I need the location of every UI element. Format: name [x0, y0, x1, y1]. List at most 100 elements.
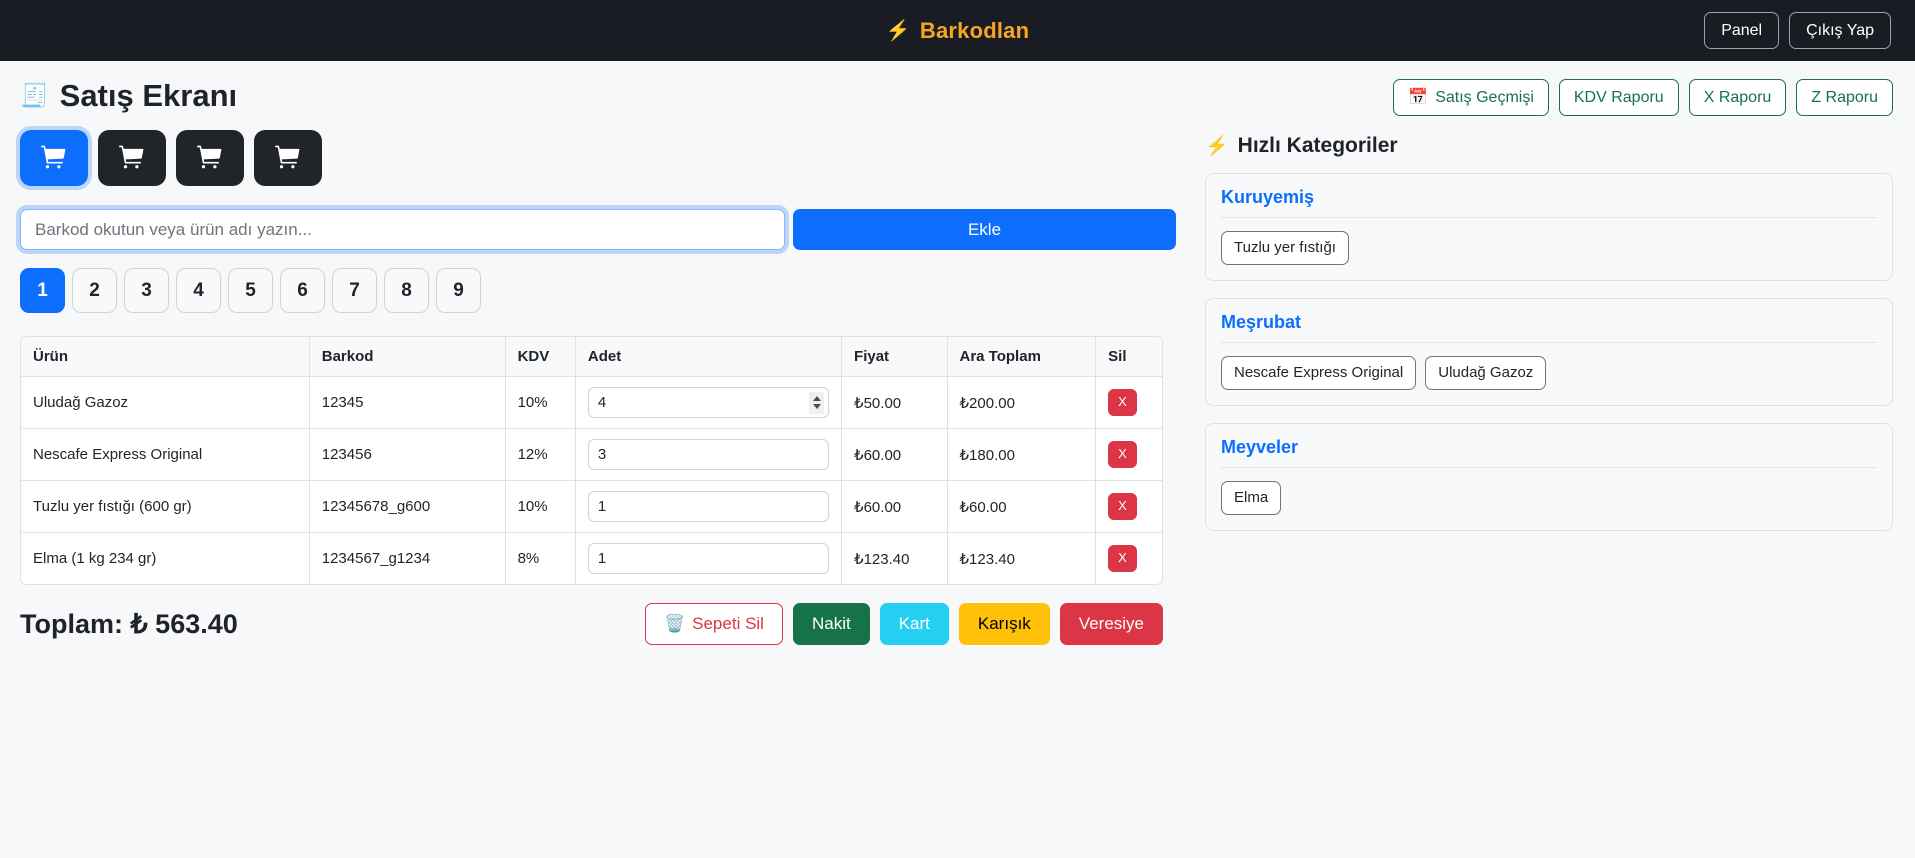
- delete-row-button[interactable]: X: [1108, 493, 1137, 520]
- logout-button[interactable]: Çıkış Yap: [1789, 11, 1891, 50]
- cart-table-container: Ürün Barkod KDV Adet Fiyat Ara Toplam Si…: [20, 336, 1163, 586]
- cash-payment-button[interactable]: Nakit: [792, 603, 870, 646]
- quantity-button-6[interactable]: 6: [280, 268, 325, 314]
- top-navbar: ⚡ Barkodlan Panel Çıkış Yap: [0, 0, 1915, 61]
- clear-cart-button[interactable]: 🗑️ Sepeti Sil: [644, 603, 783, 646]
- quantity-button-3[interactable]: 3: [124, 268, 169, 314]
- table-row: Elma (1 kg 234 gr) 1234567_g1234 8% ₺123…: [21, 532, 1162, 585]
- cell-urun: Elma (1 kg 234 gr): [21, 532, 310, 585]
- trash-icon: 🗑️: [663, 614, 686, 634]
- cell-sil: X: [1096, 533, 1162, 585]
- cart-tab-4[interactable]: [254, 130, 322, 187]
- cart-tab-2[interactable]: [98, 130, 166, 187]
- cart-tab-3[interactable]: [176, 130, 244, 187]
- category-product-button[interactable]: Elma: [1221, 481, 1282, 516]
- table-row: Uludağ Gazoz 12345 10% ₺50.00 ₺200.00 X: [21, 376, 1162, 430]
- header-adet: Adet: [575, 337, 843, 378]
- page-title-text: Satış Ekranı: [59, 78, 238, 113]
- navbar-actions: Panel Çıkış Yap: [1704, 11, 1891, 50]
- cart-tabs: [20, 130, 1163, 187]
- vat-report-button[interactable]: KDV Raporu: [1558, 79, 1679, 117]
- quantity-button-8[interactable]: 8: [384, 268, 429, 314]
- cart-total: Toplam: ₺ 563.40: [20, 608, 238, 639]
- category-title: Meyveler: [1221, 437, 1877, 469]
- cell-adet: [575, 376, 843, 430]
- cell-fiyat: ₺50.00: [841, 376, 948, 430]
- cart-table-head: Ürün Barkod KDV Adet Fiyat Ara Toplam Si…: [21, 337, 1162, 378]
- mixed-payment-button[interactable]: Karışık: [958, 603, 1050, 646]
- barcode-input[interactable]: [20, 209, 785, 251]
- category-title: Meşrubat: [1221, 312, 1877, 344]
- quantity-button-1[interactable]: 1: [20, 268, 65, 314]
- cell-barkod: 12345678_g600: [309, 480, 506, 534]
- header-urun: Ürün: [21, 337, 310, 378]
- header-sil: Sil: [1095, 337, 1162, 378]
- sales-panel: 🧾 Satış Ekranı: [0, 61, 1183, 646]
- category-items: Elma: [1221, 481, 1877, 516]
- category-items: Nescafe Express Original Uludağ Gazoz: [1221, 356, 1877, 391]
- delete-row-button[interactable]: X: [1108, 389, 1137, 416]
- add-product-button[interactable]: Ekle: [793, 209, 1176, 251]
- category-items: Tuzlu yer fıstığı: [1221, 231, 1877, 266]
- cart-table-body: Uludağ Gazoz 12345 10% ₺50.00 ₺200.00 X: [21, 376, 1162, 585]
- z-report-button[interactable]: Z Raporu: [1796, 79, 1893, 117]
- quick-categories-label: Hızlı Kategoriler: [1237, 134, 1398, 158]
- cell-sil: X: [1095, 376, 1162, 430]
- cell-barkod: 123456: [309, 428, 506, 482]
- quantity-button-2[interactable]: 2: [72, 268, 117, 314]
- category-card-mesrubat: Meşrubat Nescafe Express Original Uludağ…: [1205, 298, 1893, 407]
- category-product-button[interactable]: Nescafe Express Original: [1221, 356, 1417, 391]
- cell-kdv: 12%: [505, 428, 576, 482]
- lightning-bolt-icon: ⚡: [1205, 136, 1229, 158]
- cell-barkod: 1234567_g1234: [309, 532, 506, 585]
- cell-adet: [575, 428, 843, 482]
- cell-kdv: 8%: [505, 532, 576, 585]
- brand-name: Barkodlan: [919, 17, 1030, 43]
- cell-ara-toplam: ₺200.00: [947, 376, 1097, 430]
- header-kdv: KDV: [505, 337, 576, 378]
- page-title: 🧾 Satış Ekranı: [20, 78, 1163, 113]
- lightning-bolt-icon: ⚡: [885, 20, 911, 42]
- clear-cart-label: Sepeti Sil: [692, 614, 764, 634]
- quantity-stepper[interactable]: [587, 491, 830, 523]
- checkout-footer: Toplam: ₺ 563.40 🗑️ Sepeti Sil Nakit Kar…: [20, 603, 1163, 646]
- brand-logo[interactable]: ⚡ Barkodlan: [886, 18, 1030, 44]
- cart-tab-1[interactable]: [20, 130, 88, 187]
- sidebar: 📅 Satış Geçmişi KDV Raporu X Raporu Z Ra…: [1183, 61, 1915, 548]
- cell-ara-toplam: ₺180.00: [947, 428, 1097, 482]
- shopping-cart-icon: [197, 144, 223, 173]
- x-report-button[interactable]: X Raporu: [1688, 79, 1787, 117]
- cell-adet: [575, 532, 843, 585]
- cell-kdv: 10%: [505, 480, 576, 534]
- quantity-quick-buttons: 1 2 3 4 5 6 7 8 9: [20, 268, 1163, 314]
- quantity-button-7[interactable]: 7: [332, 268, 377, 314]
- delete-row-button[interactable]: X: [1108, 545, 1137, 572]
- quantity-button-4[interactable]: 4: [176, 268, 221, 314]
- payment-buttons: 🗑️ Sepeti Sil Nakit Kart Karışık Veresiy…: [644, 603, 1163, 646]
- category-product-button[interactable]: Tuzlu yer fıstığı: [1221, 231, 1349, 266]
- cell-fiyat: ₺60.00: [841, 480, 948, 534]
- quantity-stepper[interactable]: [587, 387, 830, 419]
- category-title: Kuruyemiş: [1221, 187, 1877, 219]
- delete-row-button[interactable]: X: [1108, 441, 1137, 468]
- cell-urun: Nescafe Express Original: [21, 428, 310, 482]
- quantity-button-9[interactable]: 9: [436, 268, 481, 314]
- calendar-icon: 📅: [1408, 89, 1429, 106]
- quantity-stepper[interactable]: [587, 543, 830, 575]
- cell-fiyat: ₺123.40: [841, 532, 948, 585]
- barcode-entry-row: Ekle: [20, 209, 1176, 251]
- quantity-spinner-icon[interactable]: [809, 391, 825, 414]
- cell-ara-toplam: ₺60.00: [947, 480, 1097, 534]
- quantity-button-5[interactable]: 5: [228, 268, 273, 314]
- header-fiyat: Fiyat: [841, 337, 948, 378]
- receipt-icon: 🧾: [20, 82, 49, 109]
- quick-categories-title: ⚡ Hızlı Kategoriler: [1205, 134, 1893, 158]
- panel-button[interactable]: Panel: [1704, 11, 1780, 50]
- credit-payment-button[interactable]: Veresiye: [1059, 603, 1163, 646]
- card-payment-button[interactable]: Kart: [879, 603, 949, 646]
- category-product-button[interactable]: Uludağ Gazoz: [1425, 356, 1547, 391]
- quantity-stepper[interactable]: [587, 439, 830, 471]
- table-row: Nescafe Express Original 123456 12% ₺60.…: [21, 428, 1162, 482]
- cell-kdv: 10%: [505, 376, 576, 430]
- sales-history-button[interactable]: 📅 Satış Geçmişi: [1393, 79, 1549, 117]
